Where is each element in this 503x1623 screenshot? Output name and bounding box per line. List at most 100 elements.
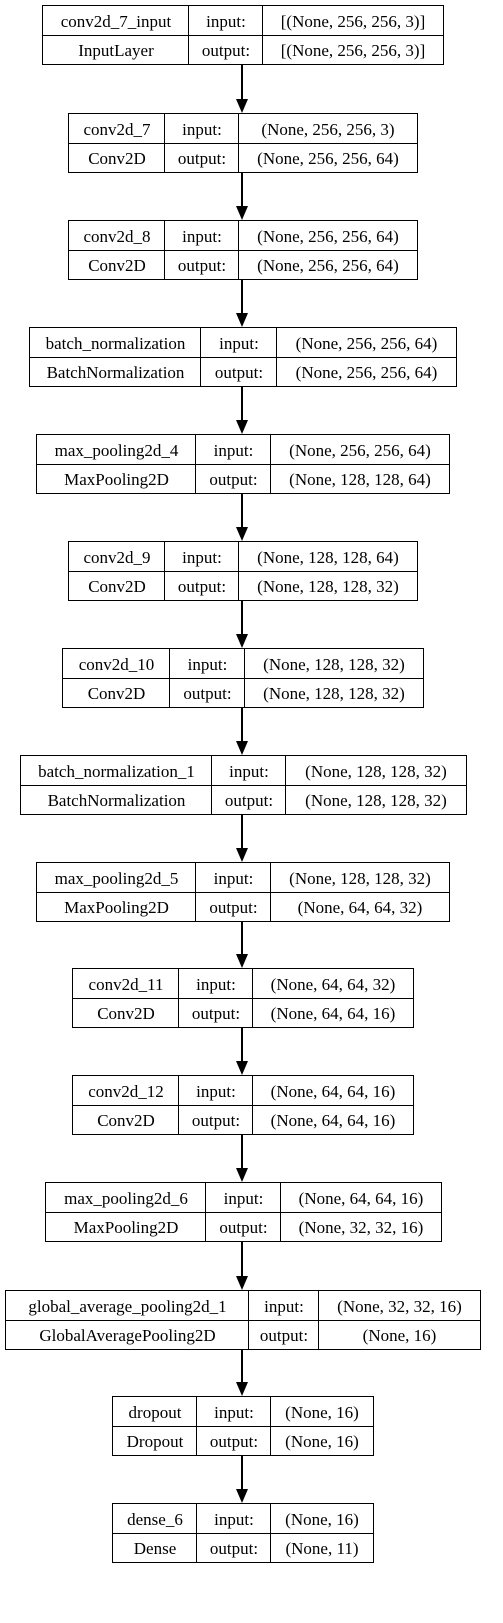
edge-arrowhead-icon bbox=[236, 420, 248, 434]
output-label: output: bbox=[219, 1217, 268, 1237]
input-shape: (None, 16) bbox=[285, 1402, 359, 1422]
output-shape: (None, 128, 128, 32) bbox=[257, 576, 399, 596]
layer-type: InputLayer bbox=[78, 40, 154, 60]
layer-node: max_pooling2d_5 MaxPooling2D input: output:… bbox=[36, 862, 450, 922]
row-divider bbox=[21, 785, 466, 786]
edge-arrowhead-icon bbox=[236, 848, 248, 862]
edge-arrowhead-icon bbox=[236, 954, 248, 968]
output-label: output: bbox=[209, 897, 258, 917]
input-label: input: bbox=[196, 1081, 236, 1101]
column-divider bbox=[252, 1076, 253, 1134]
output-shape: (None, 16) bbox=[285, 1431, 359, 1451]
layer-node: conv2d_10 Conv2D input: output: (None, 128, … bbox=[62, 648, 424, 708]
column-divider bbox=[238, 542, 239, 600]
output-shape: (None, 128, 128, 64) bbox=[289, 469, 431, 489]
output-label: output: bbox=[209, 1538, 259, 1558]
layer-type: MaxPooling2D bbox=[64, 897, 169, 917]
column-divider bbox=[195, 863, 196, 921]
column-divider bbox=[196, 1504, 197, 1562]
input-shape: (None, 128, 128, 32) bbox=[263, 654, 405, 674]
input-label: input: bbox=[182, 226, 222, 246]
edge-arrow-line bbox=[241, 173, 243, 206]
output-label: output: bbox=[209, 469, 258, 489]
output-label: output: bbox=[209, 1431, 259, 1451]
column-divider bbox=[270, 863, 271, 921]
layer-node: dropout Dropout input: output: (None, 16) (No… bbox=[112, 1396, 374, 1456]
input-shape: (None, 32, 32, 16) bbox=[337, 1296, 462, 1316]
layer-name: conv2d_11 bbox=[88, 974, 164, 994]
row-divider bbox=[6, 1320, 480, 1321]
layer-type: Dropout bbox=[126, 1431, 184, 1451]
layer-node: dense_6 Dense input: output: (None, 16) (None… bbox=[112, 1503, 374, 1563]
edge-arrow-line bbox=[241, 494, 243, 527]
column-divider bbox=[188, 6, 189, 64]
edge-arrow-line bbox=[241, 1242, 243, 1276]
input-label: input: bbox=[214, 1509, 254, 1529]
input-label: input: bbox=[219, 333, 259, 353]
output-label: output: bbox=[177, 148, 227, 168]
column-divider bbox=[238, 114, 239, 172]
column-divider bbox=[248, 1291, 249, 1349]
output-label: output: bbox=[259, 1325, 309, 1345]
layer-name: global_average_pooling2d_1 bbox=[28, 1296, 227, 1316]
input-label: input: bbox=[187, 654, 228, 674]
edge-arrowhead-icon bbox=[236, 206, 248, 220]
layer-type: Dense bbox=[133, 1538, 177, 1558]
column-divider bbox=[205, 1183, 206, 1241]
row-divider bbox=[30, 357, 456, 358]
layer-name: conv2d_7 bbox=[83, 119, 151, 139]
column-divider bbox=[164, 221, 165, 279]
output-label: output: bbox=[201, 40, 251, 60]
layer-node: max_pooling2d_4 MaxPooling2D input: output:… bbox=[36, 434, 450, 494]
layer-node: conv2d_7_input InputLayer input: output: [(N… bbox=[42, 5, 444, 65]
column-divider bbox=[164, 542, 165, 600]
edge-arrowhead-icon bbox=[236, 1061, 248, 1075]
input-label: input: bbox=[182, 547, 222, 567]
edge-arrow-line bbox=[241, 815, 243, 848]
column-divider bbox=[196, 1397, 197, 1455]
layer-name: conv2d_8 bbox=[83, 226, 151, 246]
layer-type: GlobalAveragePooling2D bbox=[39, 1325, 216, 1345]
output-shape: (None, 64, 64, 32) bbox=[297, 897, 423, 917]
layer-name: conv2d_10 bbox=[78, 654, 155, 674]
column-divider bbox=[169, 649, 170, 707]
input-shape: (None, 64, 64, 16) bbox=[270, 1081, 396, 1101]
layer-type: BatchNormalization bbox=[46, 362, 185, 382]
row-divider bbox=[37, 464, 449, 465]
output-shape: (None, 128, 128, 32) bbox=[305, 790, 447, 810]
layer-type: Conv2D bbox=[87, 683, 146, 703]
input-shape: (None, 16) bbox=[285, 1509, 359, 1529]
edge-arrowhead-icon bbox=[236, 313, 248, 327]
edge-arrowhead-icon bbox=[236, 527, 248, 541]
row-divider bbox=[73, 998, 413, 999]
layer-node: conv2d_12 Conv2D input: output: (None, 64, 6… bbox=[72, 1075, 414, 1135]
column-divider bbox=[164, 114, 165, 172]
output-shape: (None, 64, 64, 16) bbox=[270, 1110, 396, 1130]
output-shape: (None, 256, 256, 64) bbox=[257, 148, 399, 168]
output-shape: (None, 256, 256, 64) bbox=[257, 255, 399, 275]
column-divider bbox=[318, 1291, 319, 1349]
column-divider bbox=[200, 328, 201, 386]
row-divider bbox=[69, 250, 417, 251]
input-label: input: bbox=[196, 974, 236, 994]
output-shape: (None, 64, 64, 16) bbox=[270, 1003, 396, 1023]
row-divider bbox=[63, 678, 423, 679]
input-label: input: bbox=[229, 761, 269, 781]
input-label: input: bbox=[206, 11, 246, 31]
layer-name: max_pooling2d_5 bbox=[54, 868, 179, 888]
input-shape: (None, 256, 256, 3) bbox=[261, 119, 395, 139]
output-label: output: bbox=[177, 255, 227, 275]
input-label: input: bbox=[264, 1296, 304, 1316]
row-divider bbox=[113, 1426, 373, 1427]
input-label: input: bbox=[213, 440, 254, 460]
output-shape: (None, 16) bbox=[362, 1325, 437, 1345]
edge-arrowhead-icon bbox=[236, 634, 248, 648]
layer-type: Conv2D bbox=[88, 255, 146, 275]
layer-name: dropout bbox=[128, 1402, 182, 1422]
row-divider bbox=[113, 1533, 373, 1534]
layer-name: max_pooling2d_4 bbox=[54, 440, 179, 460]
input-label: input: bbox=[214, 1402, 254, 1422]
output-shape: (None, 256, 256, 64) bbox=[295, 362, 438, 382]
column-divider bbox=[285, 756, 286, 814]
